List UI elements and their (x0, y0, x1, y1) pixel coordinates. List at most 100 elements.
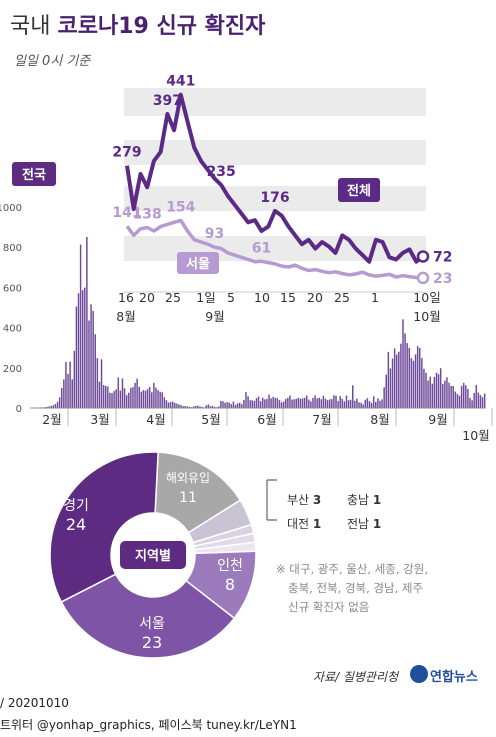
data-label: 61 (252, 240, 271, 256)
daily-bar (224, 402, 226, 408)
yonhap-logo-icon (410, 665, 428, 683)
daily-bar (186, 406, 189, 408)
daily-bar (56, 401, 59, 408)
daily-bar (437, 374, 440, 408)
daily-bar (423, 368, 425, 409)
daily-bar (276, 398, 279, 408)
data-label: 72 (433, 249, 452, 265)
daily-bar (446, 377, 448, 408)
daily-bar (230, 404, 233, 408)
footer-date: / 20201010 (0, 696, 69, 710)
daily-bar (117, 377, 120, 408)
x-tick-label: 10 (254, 290, 270, 305)
daily-bar (220, 400, 222, 409)
title-prefix: 국내 (10, 14, 51, 39)
daily-bar (52, 405, 55, 408)
y-tick-label: 200 (3, 364, 22, 375)
daily-bar (102, 385, 105, 408)
logo-text: 연합뉴스 (430, 670, 478, 685)
daily-bar (211, 405, 214, 408)
daily-bar (259, 401, 262, 408)
daily-bar (253, 400, 256, 409)
region-busan: 부산 3 (287, 493, 322, 507)
daily-bar (155, 387, 157, 408)
daily-bar (262, 397, 264, 408)
x-tick-label: 16 (118, 290, 134, 305)
daily-bar (343, 401, 346, 408)
data-label: 235 (207, 164, 236, 180)
daily-bar (454, 391, 457, 408)
daily-bar (61, 387, 63, 408)
daily-bar (314, 395, 316, 408)
daily-bar (318, 397, 320, 408)
daily-bar (349, 399, 352, 408)
slice-value-overseas: 11 (179, 490, 197, 506)
daily-bar (341, 398, 344, 408)
series-line-seoul (125, 218, 424, 280)
daily-bar (213, 406, 216, 408)
daily-bar (433, 376, 436, 408)
note-line-3: 신규 확진자 없음 (288, 600, 370, 614)
daily-bar (96, 358, 99, 408)
daily-bar (180, 405, 182, 408)
daily-bar (88, 320, 90, 408)
daily-bar (408, 347, 411, 408)
badge-seoul-bg (177, 252, 219, 274)
daily-bar (140, 391, 143, 408)
badge-national: 전국 (22, 167, 46, 183)
slice-value-seoul: 23 (142, 633, 162, 652)
daily-bar (226, 402, 228, 408)
x-tick-label: 25 (165, 290, 181, 305)
daily-bar (161, 392, 163, 408)
daily-bar (316, 398, 318, 408)
badge-total-bg (338, 178, 380, 202)
daily-bar (270, 398, 272, 408)
daily-bar (115, 389, 117, 408)
x-tick-label: 20 (139, 290, 155, 305)
daily-bar (176, 403, 178, 408)
daily-bar (419, 347, 421, 408)
daily-bar (167, 402, 170, 408)
daily-bar (107, 386, 109, 408)
daily-bar (308, 399, 310, 408)
slice-label-gyeonggi: 경기 (63, 498, 89, 514)
daily-bar (94, 334, 96, 408)
daily-bar (360, 402, 362, 408)
daily-bar (439, 368, 442, 408)
daily-bar (86, 236, 88, 408)
daily-bar (245, 392, 247, 408)
daily-bar (142, 390, 145, 408)
daily-bar (335, 395, 337, 408)
daily-bar (345, 395, 348, 408)
daily-bar (366, 398, 369, 408)
month-label: 3월 (90, 412, 109, 427)
slice-value-incheon: 8 (225, 575, 235, 594)
daily-bar (381, 399, 383, 408)
daily-bar (222, 401, 224, 408)
daily-bar (104, 385, 107, 408)
daily-bar (368, 401, 371, 408)
daily-bar (483, 393, 486, 408)
page-title: 국내 코로나19 신규 확진자 (10, 8, 265, 40)
daily-bar (477, 392, 480, 408)
x-tick-label: 1일 (196, 290, 215, 305)
daily-bar (479, 395, 482, 408)
data-label: 138 (133, 207, 162, 223)
data-label: 93 (205, 226, 224, 242)
daily-bar (159, 391, 161, 408)
daily-bar (395, 354, 398, 408)
daily-bar (100, 359, 103, 408)
series-line-total (125, 92, 425, 264)
region-chungnam: 충남 1 (347, 493, 382, 507)
daily-bar (232, 401, 235, 408)
daily-bar (310, 401, 312, 408)
daily-bar (257, 396, 260, 408)
daily-bar (297, 397, 300, 408)
daily-bar (312, 397, 314, 408)
daily-bar (412, 360, 415, 408)
daily-bar (414, 354, 417, 408)
daily-bar (301, 398, 304, 408)
daily-bar (247, 396, 249, 408)
daily-bar (293, 399, 295, 408)
